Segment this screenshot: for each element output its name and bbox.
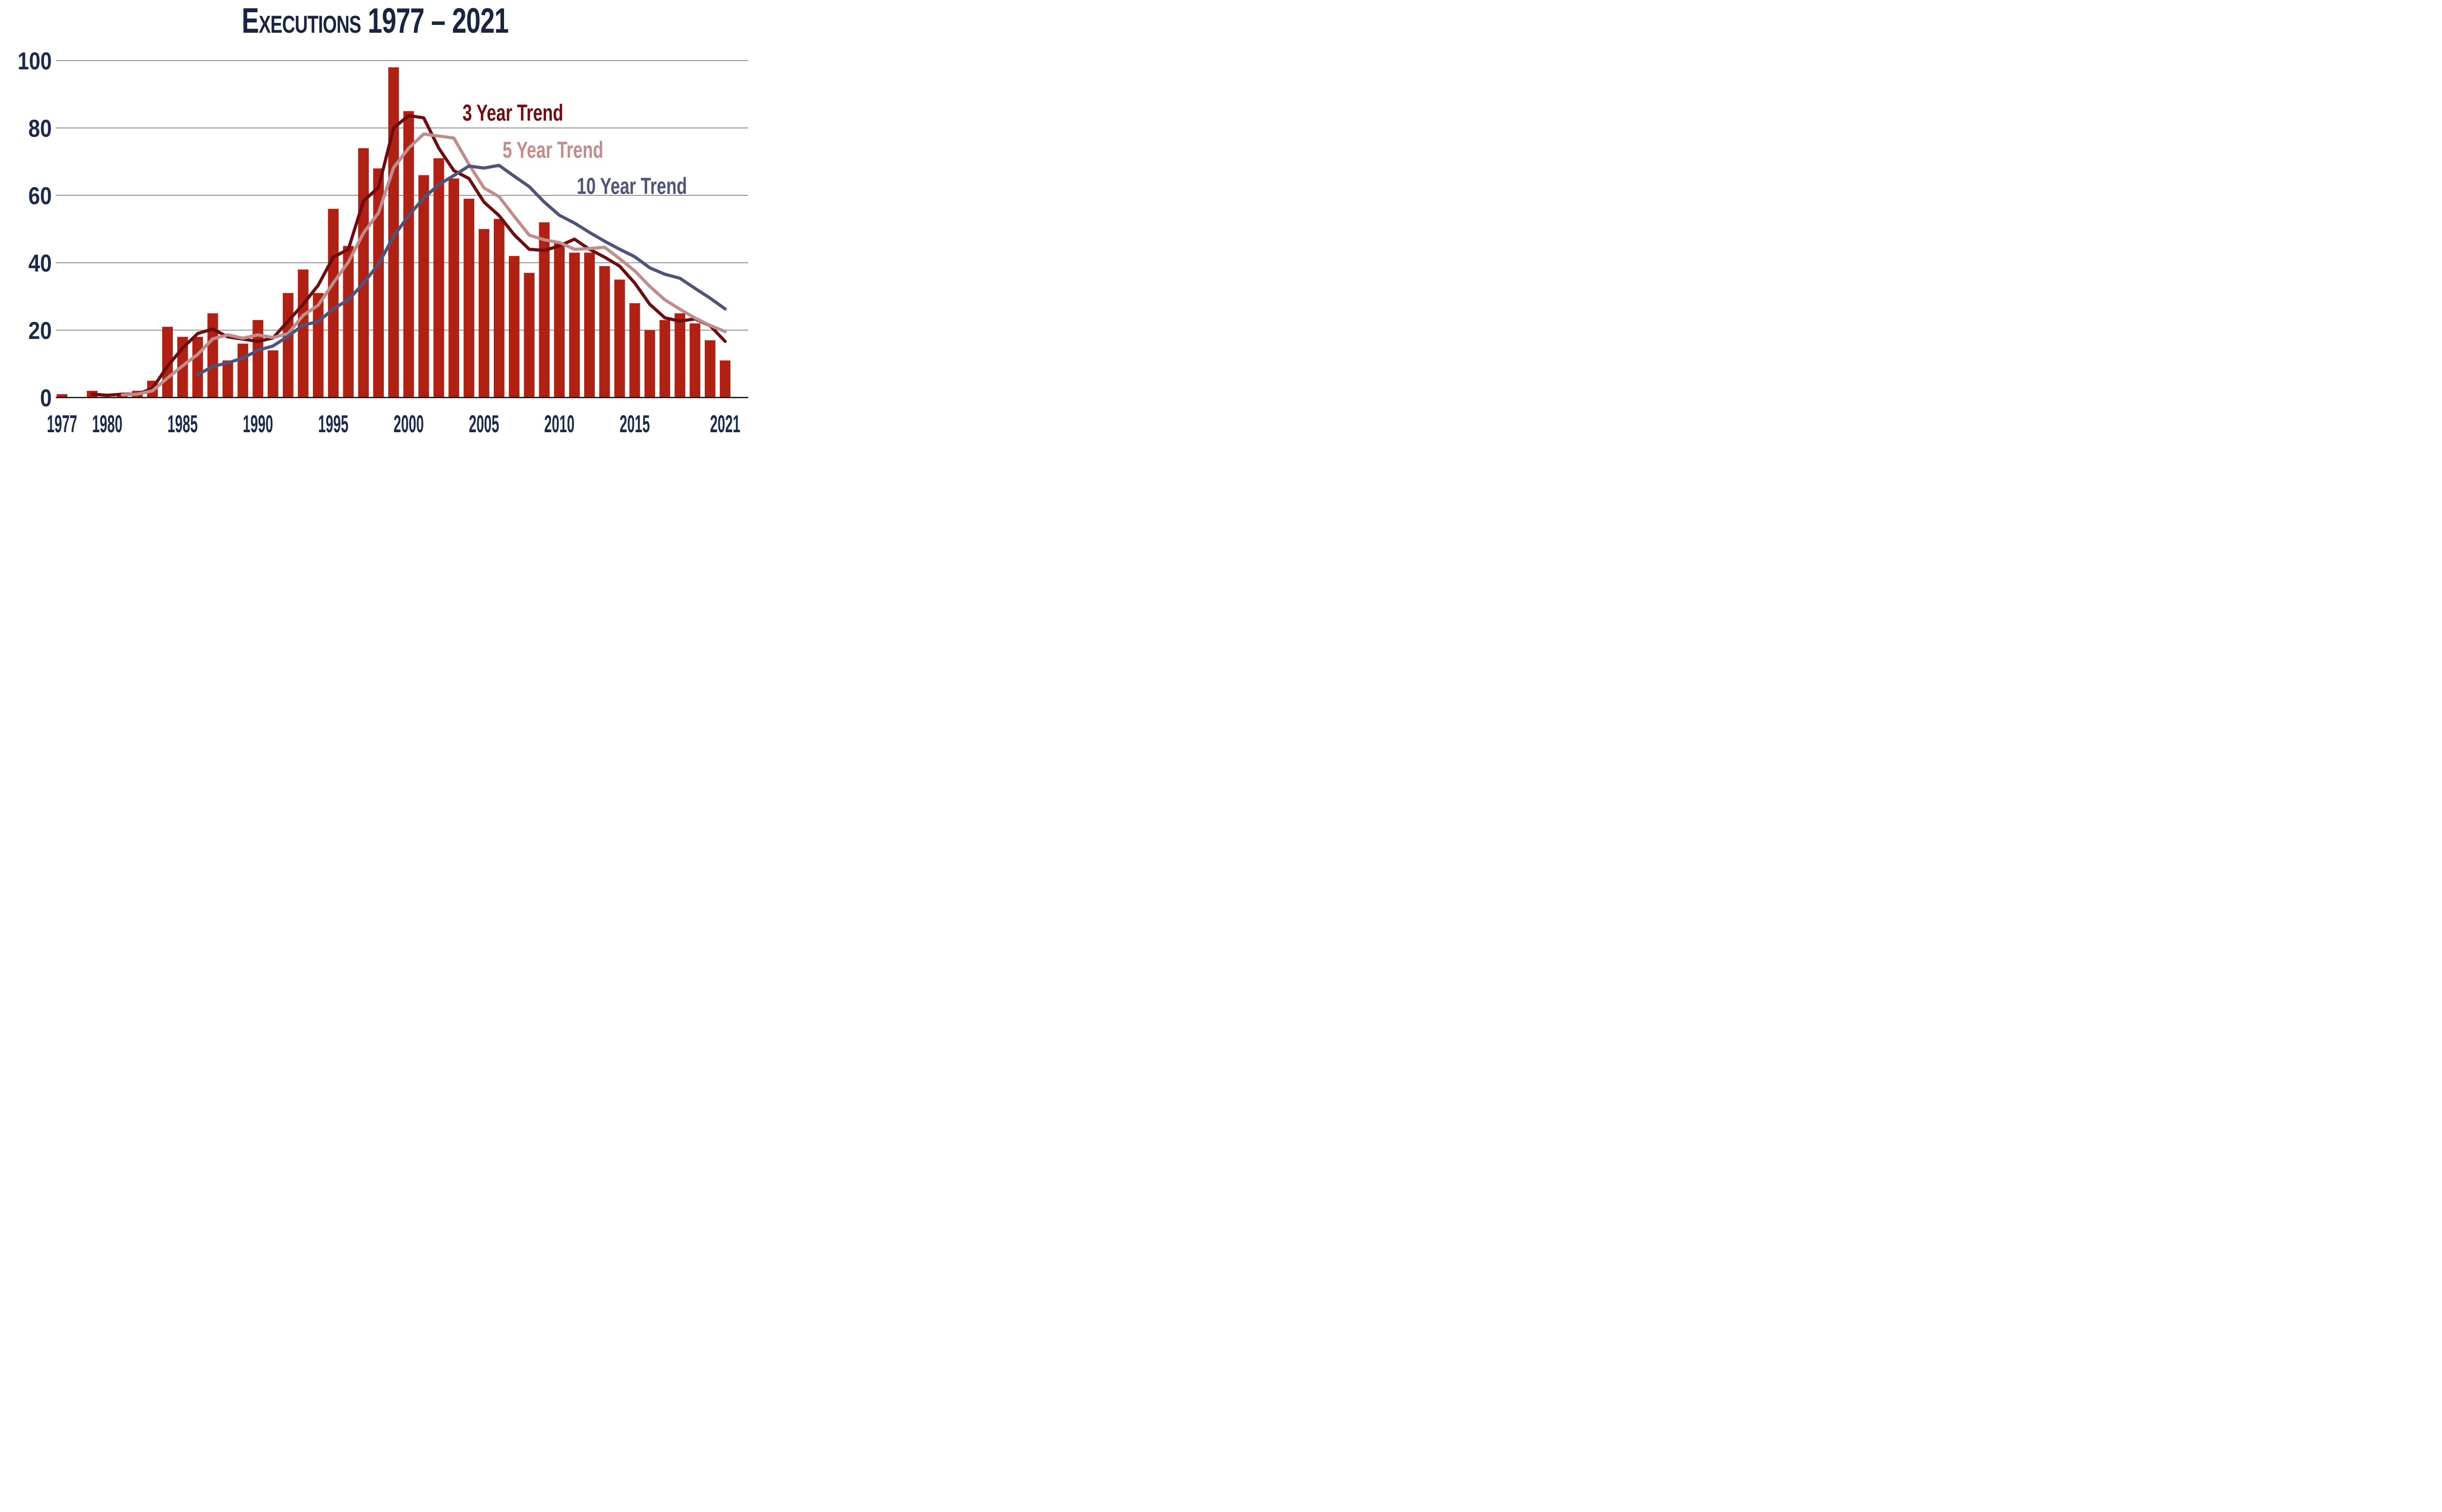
bar-2001 [418,175,429,398]
bar-2011 [569,252,580,398]
bar-2003 [448,178,460,398]
legend-3-year-trend: 3 Year Trend [463,100,564,126]
x-tick-label-2000: 2000 [394,410,424,437]
bar-2021 [719,360,731,398]
bar-1993 [297,269,309,398]
10-year-trend-line [196,164,727,377]
x-tick-label-2005: 2005 [469,410,499,437]
bar-2015 [629,303,640,398]
bar-2019 [690,323,700,398]
plot-area: 0 20 40 60 80 100 1977 1980 1985 1990 1995 2000 2005… [18,47,748,437]
bar-2010 [554,242,565,398]
bar-1977 [57,394,67,398]
y-tick-label-20: 20 [28,317,52,344]
x-tick-label-2010: 2010 [544,410,574,437]
bar-1987 [207,313,218,398]
bar-2007 [508,256,520,398]
bar-2020 [704,340,716,398]
bar-2006 [493,219,505,398]
bar-2000 [403,111,414,398]
bar-1997 [358,148,369,398]
bar-2013 [599,266,610,398]
x-tick-label-2015: 2015 [620,410,650,437]
x-tick-label-1985: 1985 [168,410,198,437]
chart-title: Executions 1977 – 2021 [241,1,509,41]
bar-1986 [192,336,203,398]
bar-2005 [479,229,489,398]
bar-2009 [539,222,550,398]
bar-2004 [463,198,475,398]
x-tick-label-1995: 1995 [318,410,348,437]
5-year-trend-line [121,132,727,397]
x-tick-label-1990: 1990 [243,410,273,437]
bar-2016 [644,330,655,398]
bar-1992 [282,293,294,398]
bar-1989 [237,343,249,398]
bar-1998 [373,168,384,398]
legend-10-year-trend: 10 Year Trend [577,173,687,199]
y-tick-label-40: 40 [28,250,52,277]
y-tick-label-100: 100 [18,47,52,75]
bar-1991 [268,350,278,398]
bar-2012 [584,252,595,398]
y-tick-label-80: 80 [28,115,52,142]
x-tick-label-2021: 2021 [710,410,740,437]
legend-5-year-trend: 5 Year Trend [503,137,604,163]
bar-1988 [222,360,233,398]
bar-2018 [674,313,686,398]
bar-1996 [343,246,354,398]
bar-1999 [388,67,399,398]
3-year-trend-line [90,114,727,397]
bar-1990 [253,320,264,398]
y-tick-label-0: 0 [40,384,52,412]
bar-2008 [524,273,535,398]
y-tick-label-60: 60 [28,182,52,210]
bar-2017 [659,320,671,398]
bar-2014 [614,279,625,398]
bar-2002 [433,158,444,398]
x-tick-label-1980: 1980 [92,410,123,437]
executions-chart: 0 20 40 60 80 100 1977 1980 1985 1990 1995 2000 2005… [0,0,750,437]
bar-1995 [328,209,339,398]
x-tick-label-1977: 1977 [47,410,77,437]
